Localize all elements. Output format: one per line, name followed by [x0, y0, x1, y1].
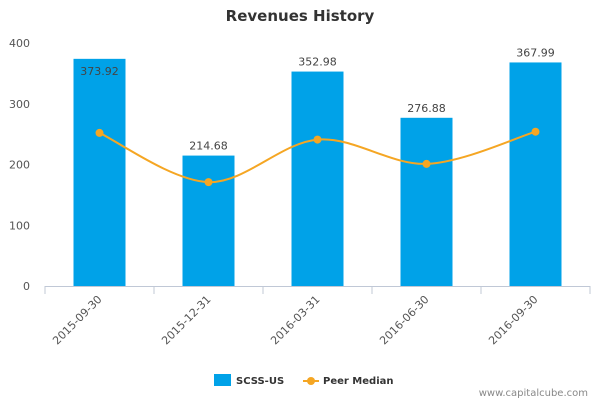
legend-label-scss-us: SCSS-US	[236, 376, 284, 387]
peer-median-point	[531, 127, 540, 136]
x-tick-label: 2016-06-30	[377, 293, 431, 347]
x-tick-label: 2016-03-31	[268, 293, 322, 347]
bar-series-scss-us	[73, 58, 562, 287]
x-tick-label: 2015-12-31	[159, 293, 213, 347]
peer-median-point	[204, 178, 213, 187]
bar-data-label: 352.98	[298, 56, 337, 69]
y-tick-label: 100	[9, 219, 30, 232]
y-tick-label: 400	[9, 37, 30, 50]
bar	[182, 155, 235, 286]
x-axis: 2015-09-30 2015-12-31 2016-03-31 2016-06-30…	[44, 286, 591, 347]
bar-data-label: 367.99	[516, 46, 555, 59]
bar	[509, 62, 562, 286]
legend-swatch-scss-us	[214, 374, 231, 386]
peer-median-point	[313, 135, 322, 144]
peer-median-point	[95, 128, 104, 137]
legend-label-peer-median: Peer Median	[323, 376, 394, 387]
bar-data-labels: 373.92 214.68 352.98 276.88 367.99	[80, 46, 555, 152]
y-tick-label: 200	[9, 159, 30, 172]
bar	[73, 58, 126, 287]
x-tick-label: 2016-09-30	[486, 293, 540, 347]
line-series-peer-median	[95, 127, 540, 187]
x-tick-label: 2015-09-30	[50, 293, 104, 347]
legend-swatch-peer-median-marker	[307, 377, 315, 385]
bar	[400, 117, 453, 286]
y-tick-label: 0	[23, 280, 30, 293]
peer-median-point	[422, 159, 431, 168]
bar-data-label: 276.88	[407, 102, 446, 115]
y-axis: 0 100 200 300 400	[9, 37, 30, 293]
legend: SCSS-US Peer Median	[214, 374, 394, 387]
y-tick-label: 300	[9, 98, 30, 111]
chart-title: Revenues History	[226, 7, 375, 25]
bar	[291, 71, 344, 286]
bar-data-label: 214.68	[189, 140, 228, 153]
bar-data-label: 373.92	[80, 65, 119, 78]
source-credit: www.capitalcube.com	[479, 388, 588, 399]
